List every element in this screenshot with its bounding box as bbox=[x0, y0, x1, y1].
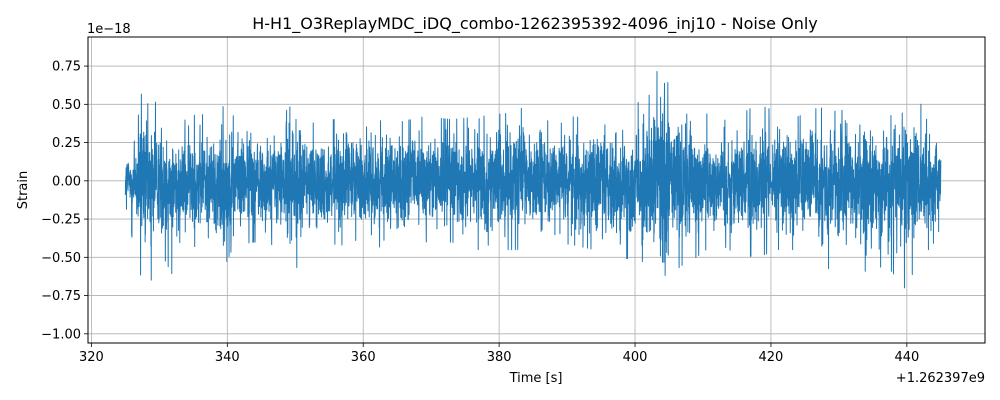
y-axis: −1.00 −0.75 −0.50 −0.25 0.00 0.25 0.50 0.75 bbox=[41, 60, 88, 342]
strain-series-line bbox=[124, 71, 942, 289]
x-offset-label: +1.262397e9 bbox=[896, 371, 985, 386]
x-tick-label: 400 bbox=[623, 350, 648, 365]
y-tick-label: 0.50 bbox=[52, 98, 81, 113]
x-tick-label: 340 bbox=[215, 350, 240, 365]
plot-frame bbox=[87, 36, 986, 344]
x-tick-label: 320 bbox=[79, 350, 104, 365]
x-tick-label: 360 bbox=[351, 350, 376, 365]
x-tick-label: 420 bbox=[759, 350, 784, 365]
x-axis-label: Time [s] bbox=[509, 371, 563, 386]
y-tick-label: 0.25 bbox=[52, 136, 81, 151]
x-axis: 320 340 360 380 400 420 440 bbox=[79, 343, 919, 365]
chart-title: H-H1_O3ReplayMDC_iDQ_combo-1262395392-40… bbox=[252, 14, 818, 34]
y-tick-label: −0.50 bbox=[41, 251, 81, 266]
x-tick-label: 440 bbox=[894, 350, 919, 365]
series-layer bbox=[124, 71, 942, 289]
y-tick-label: −1.00 bbox=[41, 327, 81, 342]
y-scale-label: 1e−18 bbox=[87, 22, 131, 37]
x-tick-label: 380 bbox=[487, 350, 512, 365]
y-tick-label: −0.25 bbox=[41, 213, 81, 228]
y-tick-label: −0.75 bbox=[41, 289, 81, 304]
y-axis-label: Strain bbox=[16, 171, 31, 210]
y-tick-label: 0.00 bbox=[52, 174, 81, 189]
y-tick-label: 0.75 bbox=[52, 60, 81, 75]
